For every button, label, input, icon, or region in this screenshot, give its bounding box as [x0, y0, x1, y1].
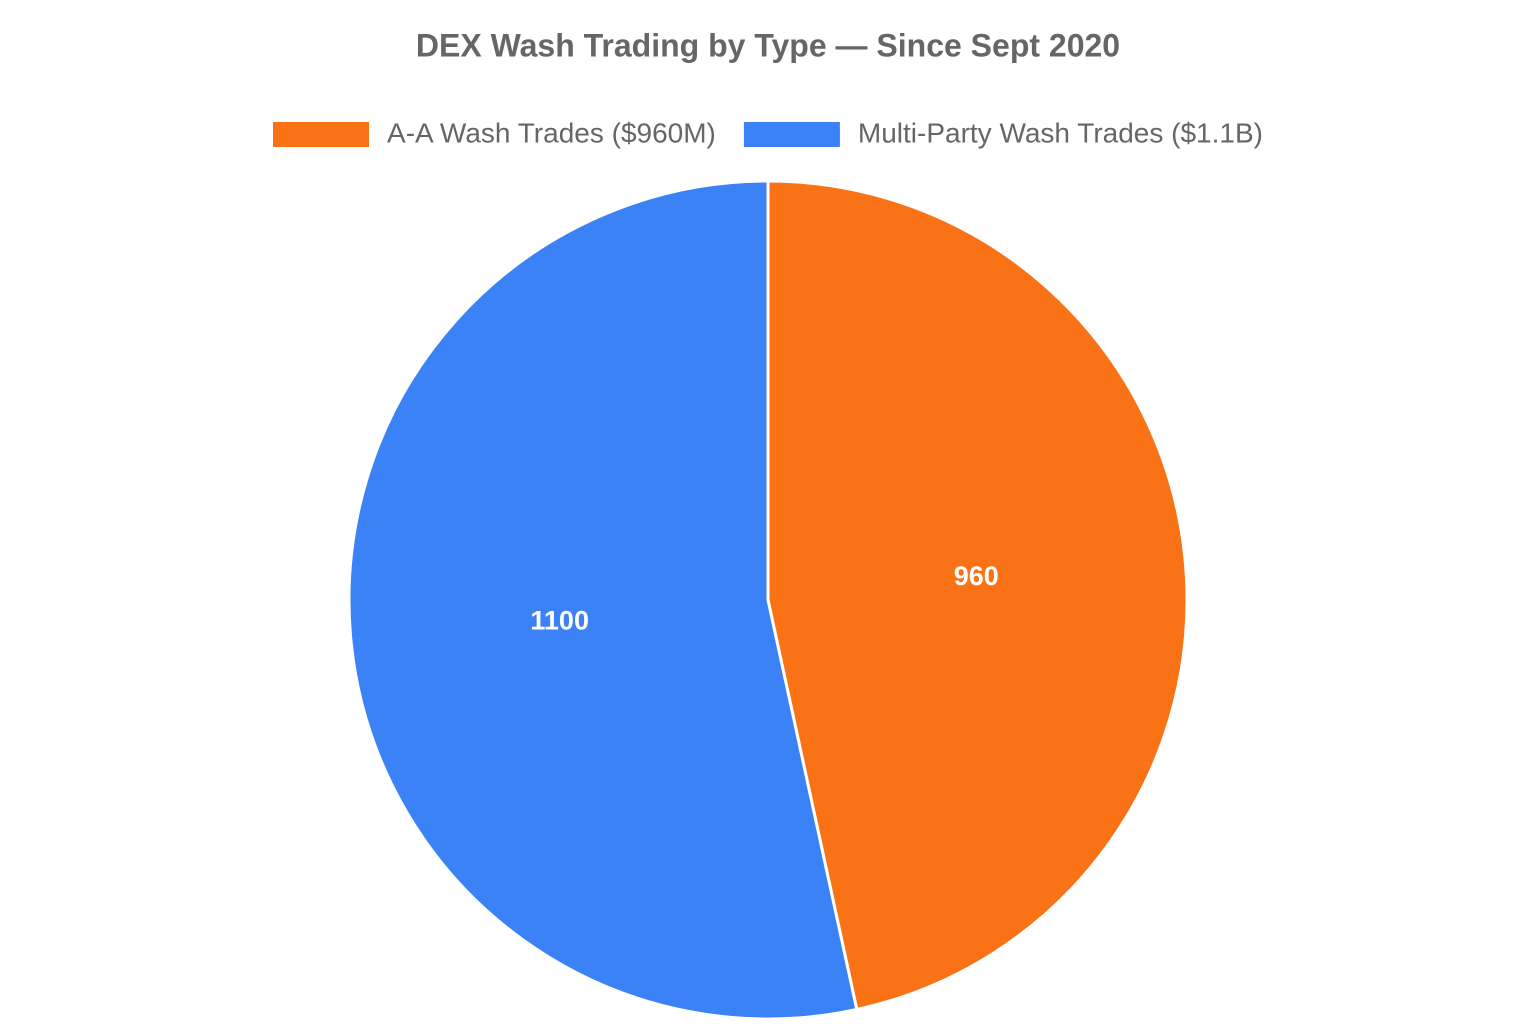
- chart-title: DEX Wash Trading by Type — Since Sept 20…: [416, 27, 1120, 63]
- slice-label: 960: [954, 561, 999, 591]
- legend-label: Multi-Party Wash Trades ($1.1B): [858, 117, 1263, 148]
- legend-label: A-A Wash Trades ($960M): [387, 117, 716, 148]
- legend-swatch: [273, 122, 370, 147]
- legend-swatch: [743, 122, 840, 147]
- pie-slice: [347, 179, 859, 1021]
- slice-label: 1100: [530, 605, 589, 635]
- pie-slice: [766, 179, 1189, 1012]
